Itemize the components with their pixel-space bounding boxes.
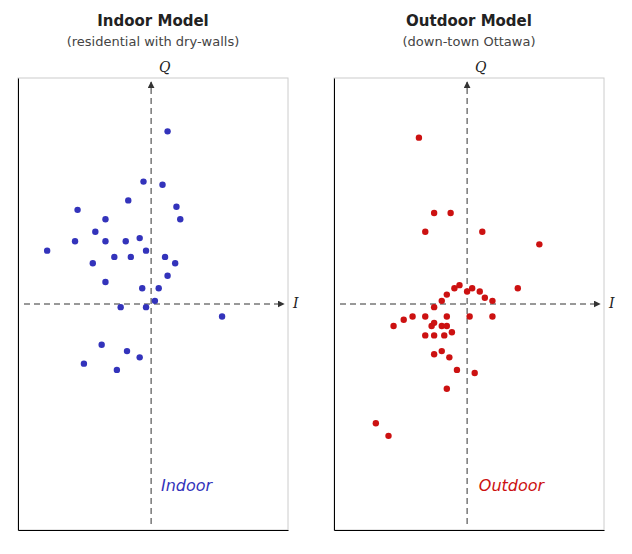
y-label: Q	[475, 59, 487, 75]
panel: Indoor Model (residential with dry-walls)…	[18, 12, 299, 531]
annotation: Outdoor	[479, 476, 546, 495]
point	[102, 238, 108, 244]
point	[373, 420, 379, 426]
point	[431, 320, 437, 326]
point	[431, 332, 437, 338]
point	[401, 316, 407, 322]
point	[152, 298, 158, 304]
point	[123, 238, 129, 244]
title: Outdoor Model	[406, 12, 532, 30]
point	[477, 288, 483, 294]
axis-line	[18, 79, 19, 531]
point	[536, 241, 542, 247]
point	[431, 210, 437, 216]
point	[124, 348, 130, 354]
point	[431, 351, 437, 357]
subtitle: (residential with dry-walls)	[67, 34, 240, 49]
plot-area: I Q Outdoor	[334, 59, 615, 531]
title: Indoor Model	[97, 12, 209, 30]
point	[143, 247, 149, 253]
point	[449, 329, 455, 335]
point	[98, 342, 104, 348]
point	[431, 304, 437, 310]
point	[472, 370, 478, 376]
point	[81, 360, 87, 366]
point	[422, 332, 428, 338]
point	[173, 203, 179, 209]
q-axis	[151, 82, 152, 524]
point	[102, 279, 108, 285]
point	[177, 216, 183, 222]
point	[466, 313, 472, 319]
point	[136, 235, 142, 241]
y-label: Q	[159, 59, 171, 75]
point	[117, 304, 123, 310]
point	[128, 254, 134, 260]
panel: Outdoor Model (down-town Ottawa) I Q Outdoor	[334, 12, 615, 531]
x-axis	[335, 530, 605, 531]
point	[102, 216, 108, 222]
point	[92, 229, 98, 235]
point	[164, 128, 170, 134]
point	[111, 254, 117, 260]
plot-area: I Q Indoor	[18, 59, 299, 531]
point	[444, 291, 450, 297]
plot-frame	[18, 78, 288, 530]
point	[454, 367, 460, 373]
y-axis	[334, 79, 335, 531]
point	[136, 354, 142, 360]
x-label: I	[608, 295, 615, 311]
point	[162, 254, 168, 260]
point	[90, 260, 96, 266]
point	[439, 348, 445, 354]
point	[390, 323, 396, 329]
point	[156, 285, 162, 291]
point	[444, 323, 450, 329]
axis-line	[19, 530, 289, 531]
points	[44, 128, 225, 373]
point	[515, 285, 521, 291]
figure: Indoor Model (residential with dry-walls)…	[0, 0, 632, 554]
i-axis	[340, 304, 600, 305]
annotation: Indoor	[161, 476, 214, 495]
axis-line	[335, 530, 605, 531]
point	[489, 298, 495, 304]
point	[422, 229, 428, 235]
point	[422, 313, 428, 319]
point	[456, 282, 462, 288]
point	[385, 433, 391, 439]
point	[44, 247, 50, 253]
point	[74, 207, 80, 213]
point	[416, 134, 422, 140]
point	[479, 229, 485, 235]
q-axis	[467, 82, 468, 524]
points	[373, 134, 543, 439]
point	[139, 285, 145, 291]
x-axis	[19, 530, 289, 531]
subtitle: (down-town Ottawa)	[403, 34, 536, 49]
x-label: I	[292, 295, 299, 311]
point	[140, 178, 146, 184]
point	[447, 210, 453, 216]
point	[482, 295, 488, 301]
plot-frame	[334, 78, 604, 530]
point	[159, 182, 165, 188]
point	[114, 367, 120, 373]
point	[125, 197, 131, 203]
axis-line	[334, 79, 335, 531]
y-axis	[18, 79, 19, 531]
point	[219, 313, 225, 319]
point	[409, 313, 415, 319]
point	[164, 273, 170, 279]
point	[143, 304, 149, 310]
point	[72, 238, 78, 244]
point	[444, 313, 450, 319]
point	[446, 354, 452, 360]
point	[441, 332, 447, 338]
point	[489, 313, 495, 319]
point	[172, 260, 178, 266]
point	[439, 298, 445, 304]
point	[444, 386, 450, 392]
point	[469, 285, 475, 291]
